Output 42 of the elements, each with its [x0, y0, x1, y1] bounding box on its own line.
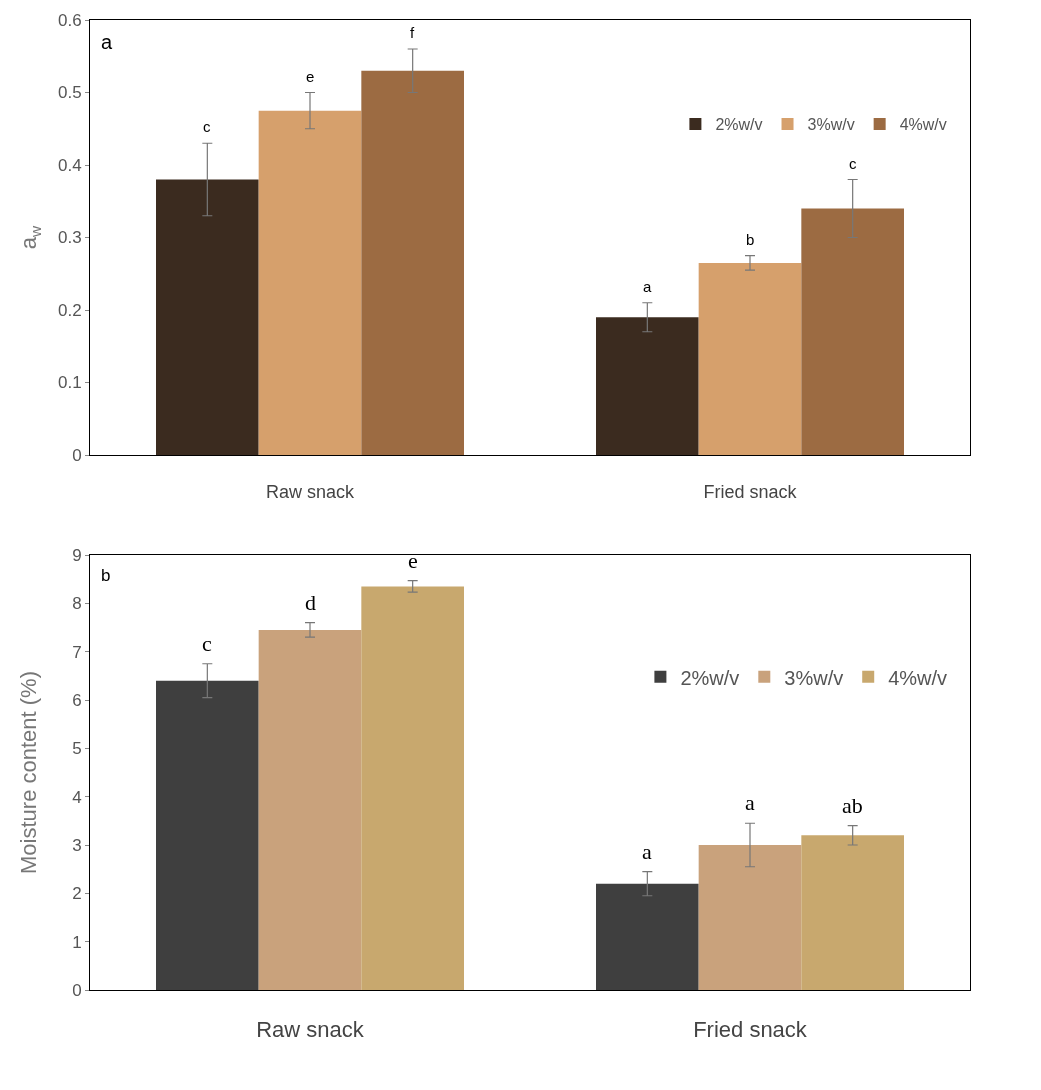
legend-label: 2%w/v: [715, 116, 763, 134]
x-tick-label: Raw snack: [256, 1017, 365, 1043]
y-tick-label: 0.5: [57, 83, 82, 103]
data-label: ab: [842, 793, 863, 818]
y-tick-label: 7: [72, 642, 82, 662]
y-tick-label: 2: [72, 884, 82, 904]
legend-label: 4%w/v: [899, 116, 947, 134]
y-tick-label: 0: [72, 980, 82, 1000]
data-label: e: [306, 68, 315, 85]
data-label: d: [305, 590, 316, 615]
legend-label: 4%w/v: [888, 666, 948, 689]
legend-label: 2%w/v: [680, 666, 740, 689]
annotation: b: [101, 566, 111, 585]
data-label: a: [745, 790, 755, 815]
data-label: c: [202, 631, 212, 656]
data-label: c: [849, 155, 857, 172]
y-tick-label: 0.3: [57, 228, 82, 248]
y-tick-label: 0.6: [57, 10, 82, 30]
data-label: e: [408, 548, 418, 573]
y-tick-label: 4: [72, 787, 82, 807]
y-tick-label: 3: [72, 835, 82, 855]
data-label: a: [642, 839, 652, 864]
y-axis-title: Moisture content (%): [16, 671, 41, 874]
x-tick-label: Fried snack: [693, 1017, 808, 1043]
data-label: f: [410, 24, 415, 41]
y-tick-label: 5: [72, 739, 82, 759]
legend-label: 3%w/v: [784, 666, 844, 689]
legend-label: 3%w/v: [807, 116, 855, 134]
x-tick-label: Fried snack: [703, 481, 798, 502]
y-tick-label: 0: [72, 445, 82, 465]
y-tick-label: 6: [72, 690, 82, 710]
y-tick-label: 0.4: [57, 155, 82, 175]
y-tick-label: 8: [72, 594, 82, 614]
annotation: a: [101, 31, 113, 53]
y-tick-label: 0.2: [57, 300, 82, 320]
y-tick-label: 1: [72, 932, 82, 952]
data-label: a: [643, 278, 652, 295]
data-label: b: [746, 231, 755, 248]
y-tick-label: 9: [72, 545, 82, 565]
y-tick-label: 0.1: [57, 373, 82, 393]
data-label: c: [203, 118, 211, 135]
x-tick-label: Raw snack: [265, 481, 356, 502]
